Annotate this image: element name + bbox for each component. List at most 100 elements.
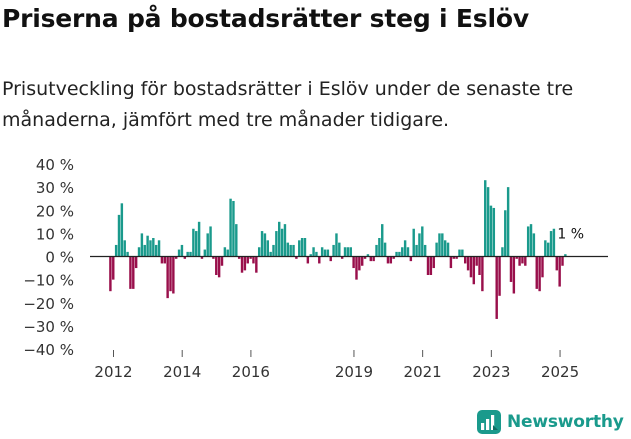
bar: [255, 256, 258, 273]
bar: [544, 240, 547, 257]
y-tick-label: −40 %: [23, 341, 74, 359]
bar: [286, 242, 290, 257]
bar: [401, 247, 404, 257]
bar: [200, 256, 204, 259]
bar: [329, 256, 332, 262]
bar: [524, 256, 527, 266]
bar: [372, 256, 375, 262]
y-tick-label: 40 %: [36, 156, 74, 174]
bar: [469, 256, 473, 278]
bar: [535, 256, 538, 289]
bar: [338, 242, 341, 257]
y-tick-label: 0 %: [45, 249, 74, 267]
bar: [426, 256, 430, 275]
bar: [183, 256, 187, 259]
bar: [478, 256, 481, 275]
bar: [392, 256, 395, 259]
bar: [180, 244, 184, 257]
x-tick-label: 2012: [94, 363, 132, 381]
bar: [223, 247, 227, 257]
bar: [177, 249, 181, 257]
bar: [418, 233, 421, 257]
bar: [280, 228, 284, 257]
bar: [332, 244, 335, 257]
y-tick-label: 20 %: [36, 202, 74, 220]
bar: [555, 256, 558, 271]
bar: [346, 247, 350, 257]
x-axis: 2012 2014 2016 2019 2021 2023 2025: [94, 350, 579, 381]
bar: [389, 256, 393, 264]
x-tick-label: 2023: [472, 363, 510, 381]
bar: [203, 249, 207, 257]
bar: [529, 224, 533, 257]
bar: [112, 256, 115, 280]
bar: [378, 238, 381, 257]
bar: [206, 233, 209, 257]
bar: [123, 240, 126, 257]
bar: [358, 256, 361, 271]
bar: [189, 251, 192, 257]
bar: [492, 207, 496, 257]
bar: [323, 249, 327, 257]
bar: [552, 228, 556, 257]
bar: [260, 231, 264, 257]
bar: [232, 201, 235, 257]
bar: [195, 231, 198, 257]
bar: [432, 256, 435, 269]
bar: [435, 242, 438, 257]
bar: [312, 247, 315, 257]
bar: [292, 244, 295, 257]
bar: [501, 247, 504, 257]
bar: [197, 221, 201, 257]
bar: [217, 256, 221, 278]
bar: [461, 249, 464, 257]
bar: [309, 254, 312, 257]
bar: [398, 251, 401, 257]
bar: [423, 244, 427, 257]
y-tick-label: −30 %: [23, 318, 74, 336]
bar: [526, 226, 530, 257]
newsworthy-brand: Newsworthy: [477, 409, 624, 435]
bar: [295, 256, 298, 259]
bar: [163, 256, 166, 264]
bar: [512, 256, 516, 294]
bar: [186, 251, 189, 257]
x-tick-label: 2016: [232, 363, 270, 381]
bar: [386, 256, 390, 264]
bar: [298, 240, 301, 257]
bar: [443, 240, 447, 257]
bar: [546, 242, 550, 257]
bar: [289, 244, 292, 257]
bar: [166, 256, 169, 299]
bar: [120, 203, 124, 257]
bar: [169, 256, 172, 292]
brand-name: Newsworthy: [507, 412, 624, 432]
bar: [249, 256, 252, 259]
bar: [475, 256, 478, 266]
bar: [272, 244, 275, 257]
bar: [243, 256, 247, 271]
bar: [558, 256, 561, 287]
bar: [229, 198, 232, 257]
bar: [226, 249, 229, 257]
bar: [403, 240, 407, 257]
bar: [363, 256, 367, 259]
bar: [154, 244, 158, 257]
bar: [109, 256, 112, 292]
bar: [458, 249, 461, 257]
bar: [504, 210, 507, 257]
bar: [412, 228, 415, 257]
y-tick-label: −20 %: [23, 295, 74, 313]
bar: [129, 256, 132, 289]
bar: [464, 256, 467, 264]
bar: [455, 256, 458, 259]
bar: [275, 231, 278, 257]
bar: [541, 256, 544, 278]
bar: [117, 214, 121, 257]
bar: [521, 256, 524, 264]
bar: [220, 256, 224, 266]
latest-value-annotation: 1 %: [557, 227, 584, 243]
bar: [495, 256, 498, 319]
bar: [415, 244, 418, 257]
bar: [409, 256, 413, 262]
